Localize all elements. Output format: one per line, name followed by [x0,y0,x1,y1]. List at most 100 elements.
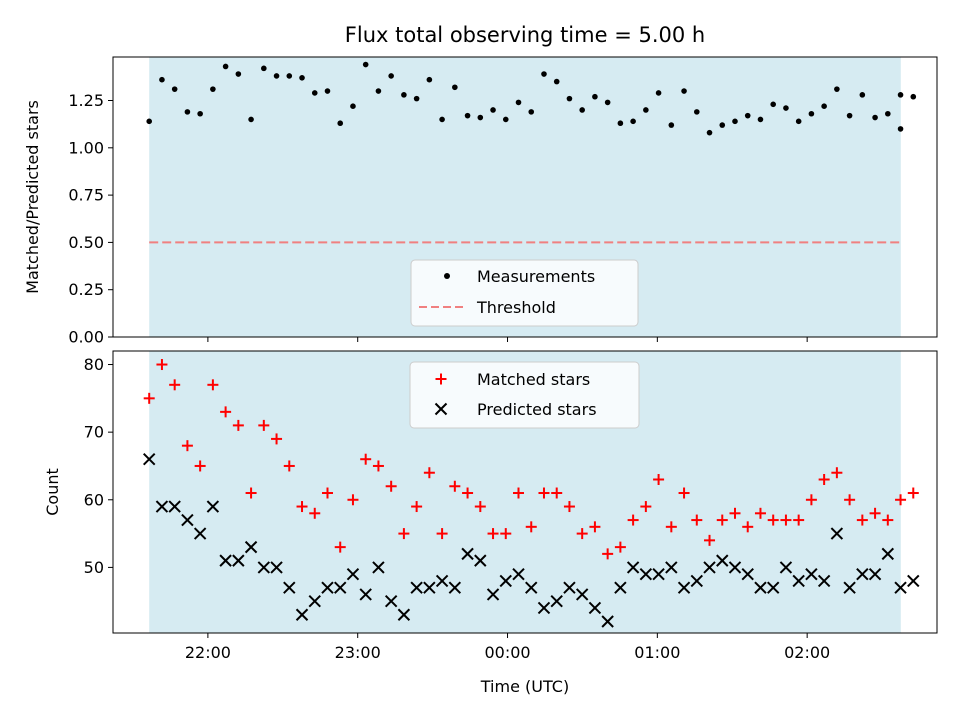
predicted-marker-stroke [588,601,602,615]
measurement-point [413,95,420,102]
matched-star-point [207,379,219,391]
measurement-point [885,110,891,117]
predicted-marker-stroke [830,527,844,540]
measurement-point [184,109,191,115]
matched-star-point [780,514,792,526]
predicted-star-point [614,581,627,594]
measurement-point [171,86,178,92]
predicted-star-point [868,567,882,581]
matched-star-point [704,534,716,546]
count-legend-box [409,361,640,429]
legend-threshold-label: Threshold [476,298,556,317]
measurement-point [248,116,254,123]
predicted-star-point [703,561,716,574]
predicted-star-point [652,567,665,581]
predicted-marker-stroke [461,547,474,561]
predicted-star-point [754,581,767,594]
predicted-marker-stroke [754,581,767,594]
predicted-star-point [181,513,194,527]
count-axes-frame [112,350,938,634]
legend-plus-glyph [435,373,447,385]
measurement-point [362,61,369,68]
predicted-star-point [232,554,245,567]
x-tick-label: 01:00 [634,643,680,662]
y-tick-label: 50 [84,558,104,577]
measurement-point [846,112,853,119]
legend-measurements-label: Measurements [477,267,595,286]
x-tick-label: 22:00 [185,643,231,662]
predicted-star-point [690,574,703,588]
matched-star-point [767,514,779,526]
predicted-marker-stroke [232,554,245,567]
measurement-point [311,90,318,96]
matched-star-point [551,487,563,499]
legend-predicted-label: Predicted stars [477,400,597,419]
predicted-marker-stroke [219,554,232,567]
matched-star-point [309,507,321,519]
predicted-marker-stroke [448,581,462,594]
matched-star-point [500,528,512,540]
ratio-axes-frame [112,56,938,338]
measurement-point [821,103,827,109]
predicted-marker-stroke [410,581,423,594]
predicted-marker-stroke [575,588,589,601]
predicted-star-point [270,561,283,574]
predicted-marker-stroke [716,554,729,567]
predicted-star-point [843,581,856,594]
matched-star-point [245,487,257,499]
matched-star-point [869,507,881,519]
matched-star-point [602,548,614,560]
predicted-marker-stroke [434,402,448,416]
measurement-point [401,92,407,98]
predicted-marker-stroke [423,581,436,594]
predicted-marker-stroke [270,561,283,574]
matched-star-point [271,433,283,445]
predicted-star-point [448,581,462,594]
matched-star-point [372,460,384,472]
predicted-star-point [716,554,729,567]
predicted-star-point [512,567,525,581]
matched-star-point [831,467,843,479]
predicted-star-point [830,527,844,540]
predicted-star-point [168,500,181,513]
predicted-marker-stroke [334,581,347,594]
matched-star-point [398,528,410,540]
predicted-marker-stroke [639,567,653,581]
matched-star-point [729,507,741,519]
matched-star-point [856,514,868,526]
predicted-marker-stroke [168,500,181,513]
matched-star-point [882,514,894,526]
measurement-point [732,118,738,125]
matched-star-point [220,406,232,418]
matched-star-point [895,494,907,506]
matched-star-point [653,473,665,485]
predicted-marker-stroke [206,500,220,513]
matched-star-point [385,480,397,492]
measurement-point [273,73,280,79]
measurement-point [515,99,522,106]
predicted-star-point [372,561,385,574]
measurement-point [643,107,649,113]
predicted-star-point [321,581,334,594]
matched-star-point [321,487,333,499]
predicted-marker-stroke [346,567,360,581]
measurement-point [706,129,713,136]
predicted-star-point [626,561,640,574]
predicted-marker-stroke [907,574,920,588]
predicted-star-point [461,547,474,561]
predicted-marker-stroke [601,615,614,628]
predicted-marker-stroke [244,540,258,554]
predicted-star-point [499,574,512,588]
predicted-star-point [741,567,754,581]
measurement-point [859,92,866,98]
matched-star-point [436,528,448,540]
measurement-point [337,120,344,127]
matched-star-point [449,480,461,492]
legend-matched-marker [435,373,447,385]
matched-star-markers [143,359,919,560]
predicted-marker-stroke [741,567,754,581]
predicted-marker-stroke [181,513,194,527]
ratio-panel: 0.00 0.25 0.50 0.75 1.00 1.25 Matched/Predict… [23,56,938,347]
count-panel: 50 60 70 80 22:00 23:00 00:00 01:00 02:00 Count… [43,350,938,696]
